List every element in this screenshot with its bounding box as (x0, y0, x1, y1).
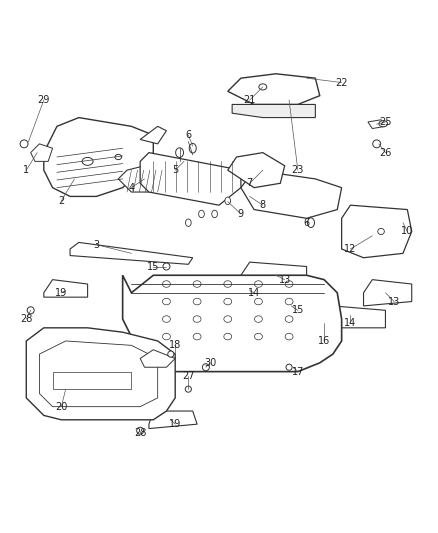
Polygon shape (44, 118, 153, 197)
Ellipse shape (115, 155, 121, 159)
Polygon shape (149, 411, 197, 429)
Ellipse shape (254, 316, 262, 322)
Ellipse shape (259, 84, 267, 90)
Ellipse shape (193, 333, 201, 340)
Text: 13: 13 (388, 296, 400, 306)
Ellipse shape (186, 219, 191, 227)
Polygon shape (26, 328, 175, 420)
Text: 14: 14 (344, 318, 357, 328)
Ellipse shape (286, 302, 293, 310)
Ellipse shape (193, 298, 201, 305)
Polygon shape (241, 170, 342, 219)
Ellipse shape (285, 281, 293, 287)
Text: 9: 9 (238, 209, 244, 219)
Ellipse shape (202, 364, 209, 371)
Polygon shape (364, 280, 412, 306)
Text: 30: 30 (204, 358, 216, 368)
Ellipse shape (286, 364, 292, 370)
Ellipse shape (378, 229, 385, 235)
Text: 4: 4 (128, 183, 134, 192)
Ellipse shape (224, 281, 232, 287)
Text: 10: 10 (401, 227, 413, 237)
Polygon shape (44, 280, 88, 297)
Polygon shape (118, 166, 166, 192)
Text: 8: 8 (260, 200, 266, 210)
Ellipse shape (254, 298, 262, 305)
Ellipse shape (254, 333, 262, 340)
Ellipse shape (163, 263, 170, 270)
Text: 1: 1 (23, 165, 29, 175)
Text: 28: 28 (20, 314, 32, 324)
Text: 5: 5 (172, 165, 178, 175)
Text: 13: 13 (279, 274, 291, 285)
Text: 6: 6 (185, 130, 191, 140)
Polygon shape (228, 74, 320, 104)
Text: 19: 19 (55, 288, 67, 298)
Polygon shape (368, 120, 385, 128)
Ellipse shape (224, 298, 232, 305)
Text: 3: 3 (93, 240, 99, 249)
Ellipse shape (162, 316, 170, 322)
Polygon shape (232, 104, 315, 118)
Polygon shape (228, 152, 285, 188)
Text: 14: 14 (248, 288, 260, 298)
Ellipse shape (185, 386, 191, 392)
Ellipse shape (379, 120, 388, 127)
Text: 6: 6 (304, 217, 310, 228)
Text: 28: 28 (134, 428, 146, 438)
Text: 15: 15 (147, 262, 159, 271)
Ellipse shape (285, 298, 293, 305)
Polygon shape (31, 144, 53, 161)
Polygon shape (70, 243, 193, 264)
Text: 2: 2 (58, 196, 64, 206)
Text: 19: 19 (169, 419, 181, 429)
Ellipse shape (193, 281, 201, 287)
Polygon shape (241, 262, 307, 284)
Ellipse shape (168, 351, 174, 357)
Ellipse shape (82, 157, 93, 165)
Polygon shape (140, 350, 175, 367)
Text: 12: 12 (344, 244, 357, 254)
Text: 27: 27 (182, 371, 194, 381)
Ellipse shape (285, 333, 293, 340)
Text: 15: 15 (292, 305, 304, 316)
Ellipse shape (162, 333, 170, 340)
Polygon shape (39, 341, 158, 407)
Ellipse shape (176, 148, 184, 157)
Text: 23: 23 (292, 165, 304, 175)
Polygon shape (53, 372, 131, 389)
Ellipse shape (224, 333, 232, 340)
Ellipse shape (162, 281, 170, 287)
Ellipse shape (162, 298, 170, 305)
Ellipse shape (285, 316, 293, 322)
Ellipse shape (224, 316, 232, 322)
Polygon shape (140, 126, 166, 144)
Text: 20: 20 (55, 402, 67, 411)
Text: 25: 25 (379, 117, 392, 127)
Ellipse shape (254, 281, 262, 287)
Ellipse shape (212, 210, 217, 217)
Text: 16: 16 (318, 336, 330, 346)
Text: 22: 22 (336, 77, 348, 87)
Text: 7: 7 (247, 178, 253, 188)
Text: 21: 21 (244, 95, 256, 105)
Text: 18: 18 (169, 341, 181, 350)
Ellipse shape (27, 307, 34, 314)
Polygon shape (219, 280, 280, 302)
Ellipse shape (189, 143, 196, 153)
Ellipse shape (137, 427, 144, 434)
Ellipse shape (225, 197, 231, 205)
Ellipse shape (199, 210, 204, 217)
Ellipse shape (193, 316, 201, 322)
Polygon shape (123, 275, 342, 372)
Text: 17: 17 (292, 367, 304, 377)
Text: 26: 26 (379, 148, 392, 158)
Polygon shape (140, 152, 241, 205)
Ellipse shape (373, 140, 381, 148)
Ellipse shape (20, 140, 28, 148)
Polygon shape (342, 205, 412, 258)
Ellipse shape (307, 218, 314, 228)
Text: 29: 29 (38, 95, 50, 105)
Polygon shape (324, 306, 385, 328)
